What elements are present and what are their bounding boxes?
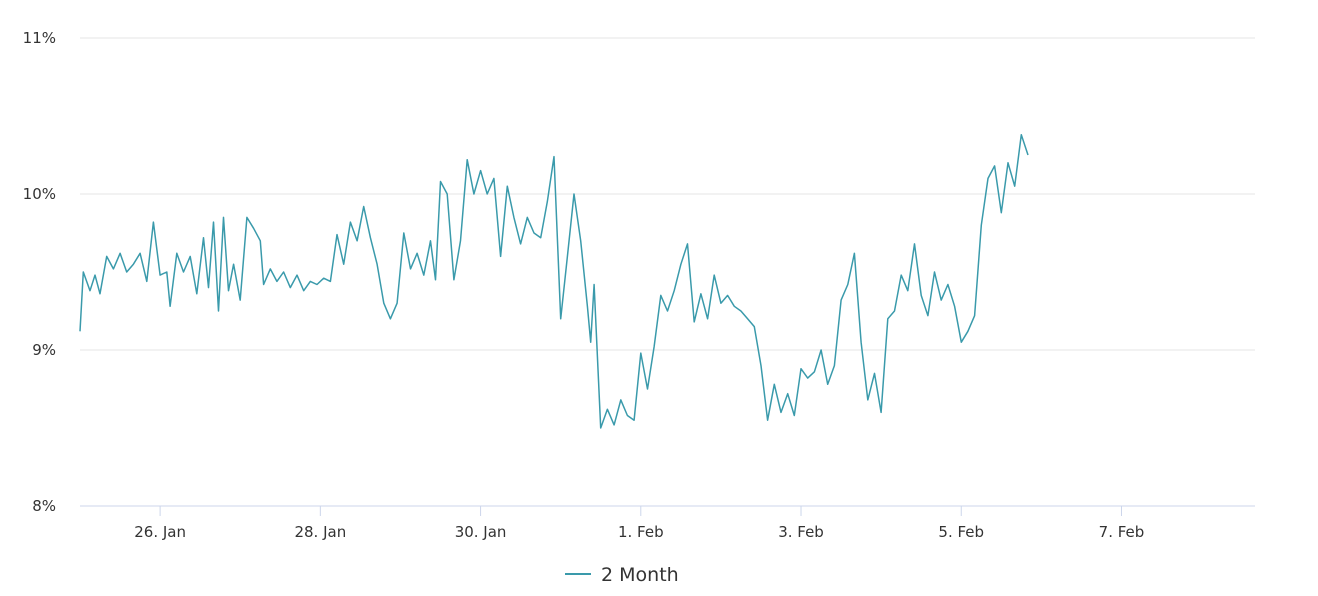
series-line-2-month[interactable] xyxy=(79,133,1029,429)
y-tick-label: 9% xyxy=(32,341,56,359)
series-layer xyxy=(79,133,1029,429)
y-tick-label: 8% xyxy=(32,497,56,515)
x-tick-label: 3. Feb xyxy=(778,523,824,541)
y-tick-label: 11% xyxy=(23,29,56,47)
y-tick-label: 10% xyxy=(23,185,56,203)
legend[interactable]: 2 Month xyxy=(565,564,679,586)
x-axis-labels: 26. Jan 28. Jan 30. Jan 1. Feb 3. Feb 5. Feb 7… xyxy=(134,523,1144,541)
y-axis-labels: 8% 9% 10% 11% xyxy=(23,29,56,515)
x-tick-label: 30. Jan xyxy=(455,523,507,541)
x-tick-label: 7. Feb xyxy=(1099,523,1145,541)
grid-lines xyxy=(80,37,1255,351)
x-tick-label: 28. Jan xyxy=(294,523,346,541)
x-axis xyxy=(80,505,1255,516)
x-tick-label: 1. Feb xyxy=(618,523,664,541)
x-tick-label: 5. Feb xyxy=(938,523,984,541)
legend-label-2-month[interactable]: 2 Month xyxy=(601,564,679,586)
x-tick-label: 26. Jan xyxy=(134,523,186,541)
